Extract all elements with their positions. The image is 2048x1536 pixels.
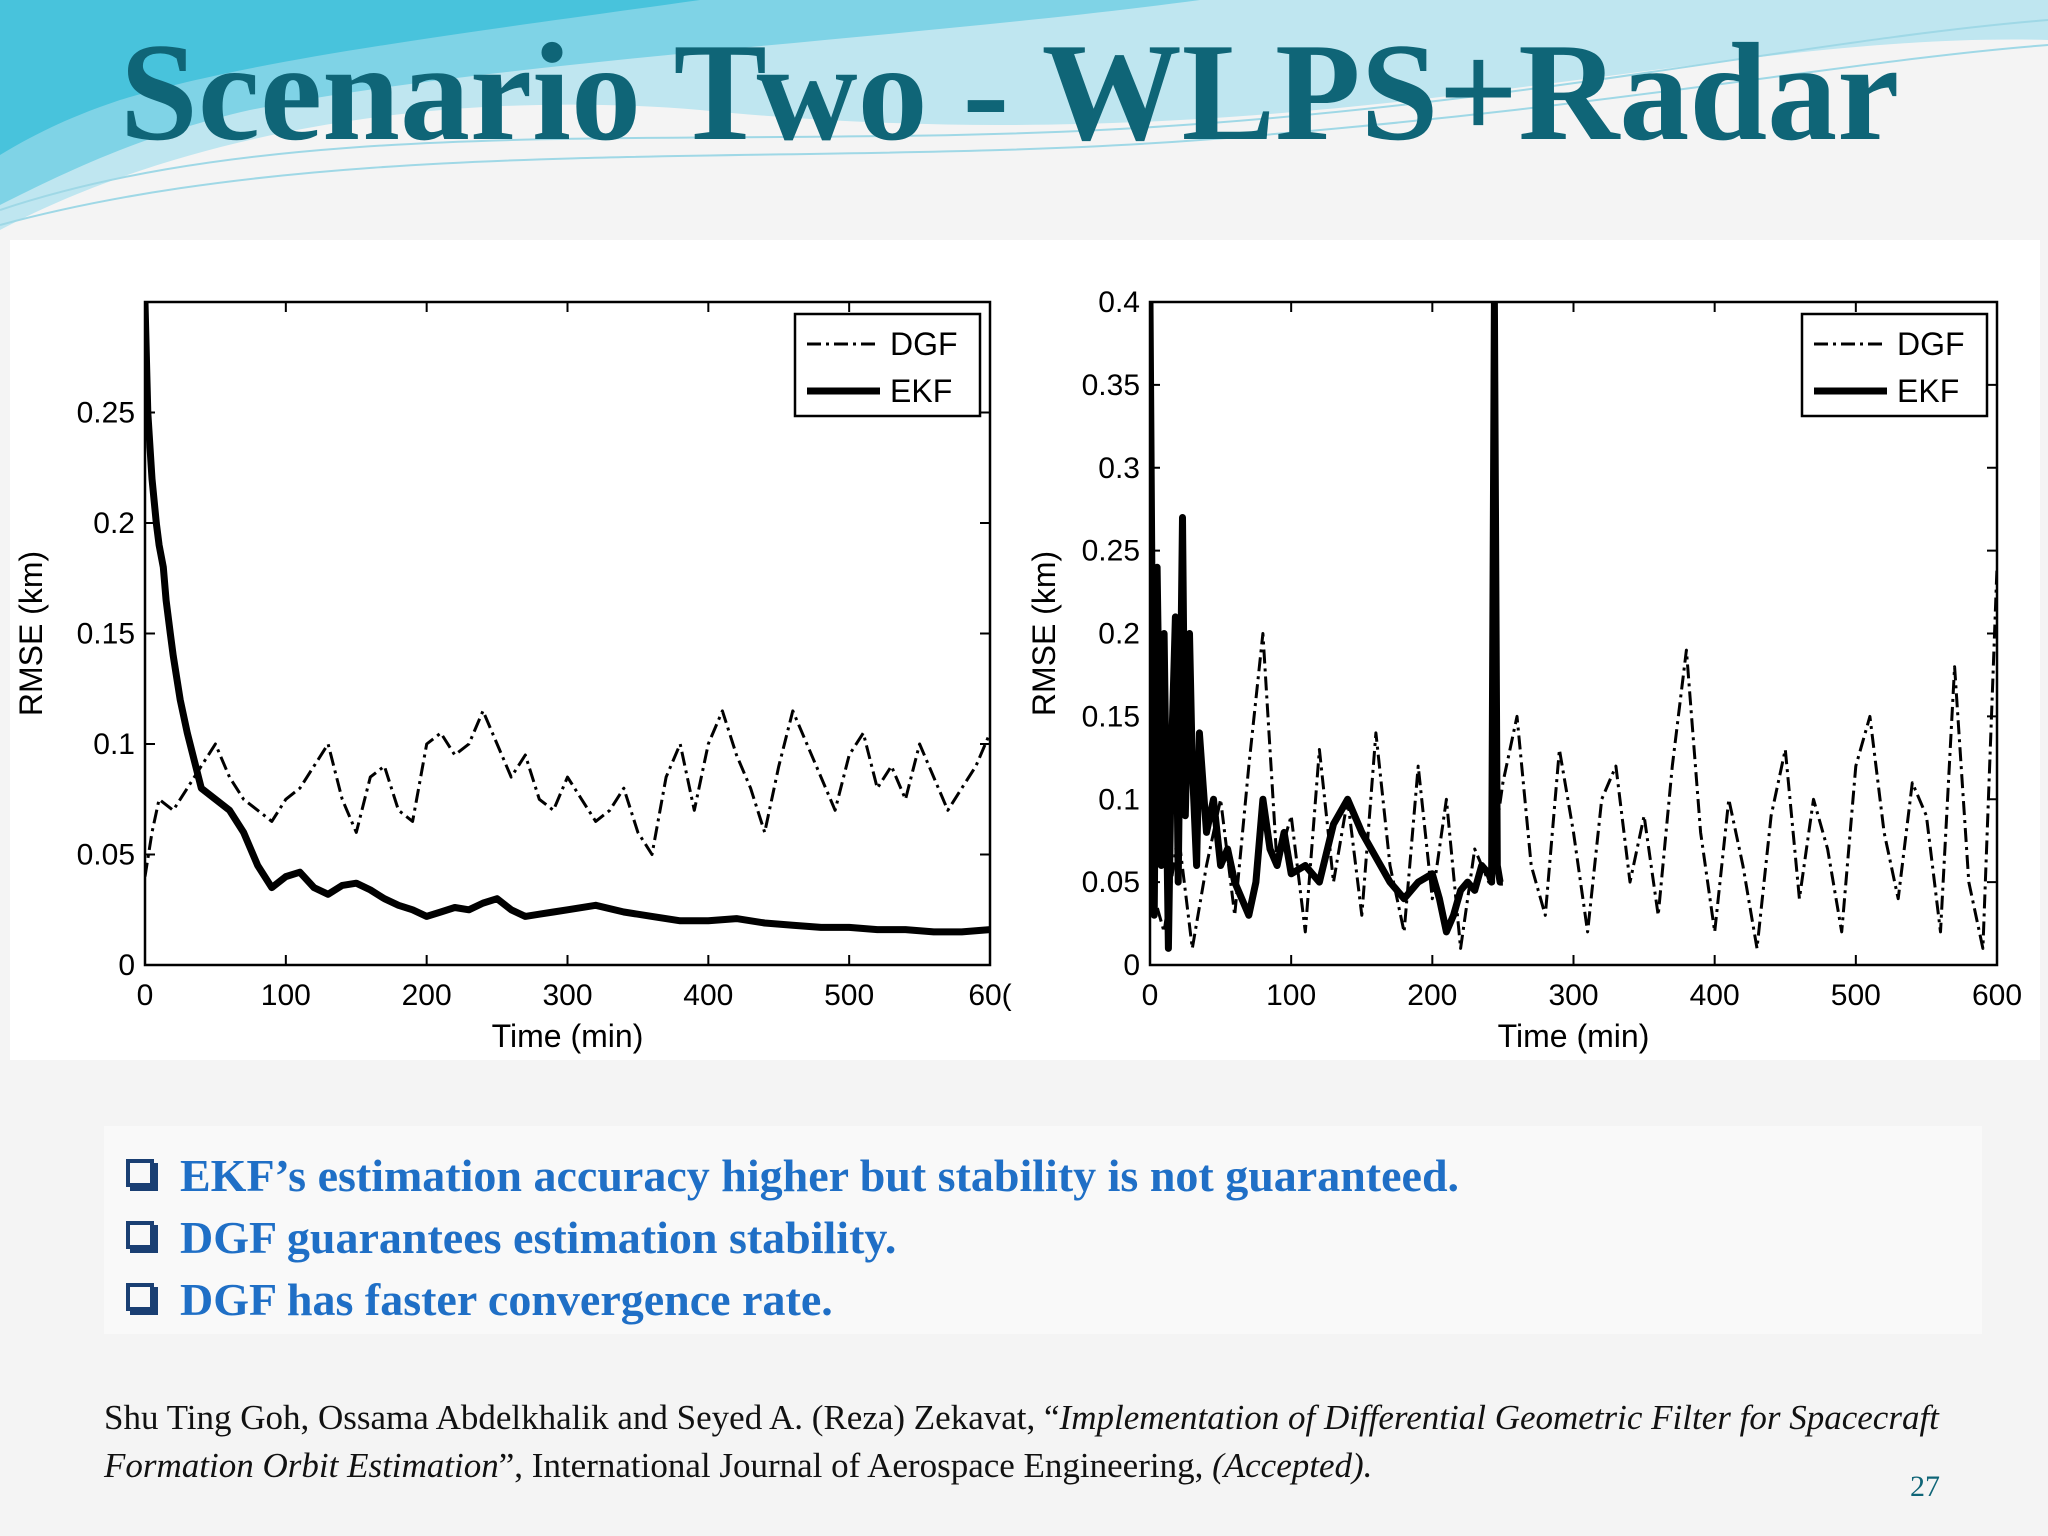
y-tick-label: 0.35 xyxy=(1082,369,1140,402)
y-tick-label: 0 xyxy=(118,949,135,982)
series-line-ekf xyxy=(145,302,990,936)
x-tick-label: 300 xyxy=(542,979,592,1012)
x-tick-label: 300 xyxy=(1548,979,1598,1012)
citation-status: (Accepted). xyxy=(1212,1446,1373,1485)
x-tick-label: 200 xyxy=(1407,979,1457,1012)
checkbox-bullet-icon xyxy=(126,1221,154,1249)
x-tick-label: 500 xyxy=(824,979,874,1012)
bullet-item: EKF’s estimation accuracy higher but sta… xyxy=(126,1148,1459,1204)
y-tick-label: 0.25 xyxy=(77,397,135,430)
citation-paper-title: Implementation of Differential Geometric… xyxy=(104,1398,1939,1485)
legend: DGF EKF xyxy=(793,312,982,418)
y-tick-label: 0.25 xyxy=(1082,535,1140,568)
legend-label-dgf: DGF xyxy=(890,326,958,362)
x-axis-label: Time (min) xyxy=(1498,1018,1650,1054)
y-axis-label: RMSE (km) xyxy=(1026,551,1062,716)
y-tick-label: 0.05 xyxy=(1082,866,1140,899)
y-tick-label: 0 xyxy=(1123,949,1140,982)
checkbox-bullet-icon xyxy=(126,1283,154,1311)
checkbox-bullet-icon xyxy=(126,1159,154,1187)
x-tick-label: 400 xyxy=(1690,979,1740,1012)
x-tick-label: 0 xyxy=(137,979,154,1012)
legend-label-ekf: EKF xyxy=(890,373,952,409)
x-tick-label: 400 xyxy=(683,979,733,1012)
x-tick-label: 500 xyxy=(1831,979,1881,1012)
slide-title: Scenario Two - WLPS+Radar xyxy=(120,15,1900,170)
x-tick-label: 0 xyxy=(1142,979,1159,1012)
y-tick-label: 0.2 xyxy=(93,507,135,540)
y-axis-label: RMSE (km) xyxy=(13,551,49,716)
citation-journal: ”, International Journal of Aerospace En… xyxy=(498,1446,1213,1485)
bullet-item: DGF guarantees estimation stability. xyxy=(126,1210,896,1266)
page-number: 27 xyxy=(1910,1470,1940,1503)
bullet-list: EKF’s estimation accuracy higher but sta… xyxy=(104,1126,1982,1334)
series-line-dgf xyxy=(145,709,990,877)
rmse-chart-right: 0 100 200 300 400 500 600 0 0.05 0.1 0.15 0.2 0.25 0.… xyxy=(1026,286,2022,1054)
bullet-text: DGF has faster convergence rate. xyxy=(180,1274,833,1325)
x-tick-label: 600 xyxy=(1972,979,2022,1012)
y-tick-label: 0.4 xyxy=(1098,286,1140,319)
citation-authors: Shu Ting Goh, Ossama Abdelkhalik and Sey… xyxy=(104,1398,1060,1437)
y-tick-label: 0.15 xyxy=(77,618,135,651)
bullet-item: DGF has faster convergence rate. xyxy=(126,1272,833,1328)
y-tick-label: 0.1 xyxy=(1098,783,1140,816)
y-tick-label: 0.2 xyxy=(1098,618,1140,651)
y-tick-label: 0.3 xyxy=(1098,452,1140,485)
series-line-dgf xyxy=(1150,567,1997,950)
legend-box xyxy=(1800,312,1989,418)
citation: Shu Ting Goh, Ossama Abdelkhalik and Sey… xyxy=(104,1394,2004,1490)
series-line-ekf xyxy=(1150,302,1504,952)
x-tick-label: 100 xyxy=(1266,979,1316,1012)
x-tick-label: 60( xyxy=(968,979,1011,1012)
x-axis-label: Time (min) xyxy=(492,1018,644,1054)
header-wave-decoration xyxy=(0,0,2048,230)
legend-label-dgf: DGF xyxy=(1897,326,1965,362)
y-tick-label: 0.05 xyxy=(77,839,135,872)
y-tick-label: 0.15 xyxy=(1082,700,1140,733)
bullet-text: EKF’s estimation accuracy higher but sta… xyxy=(180,1150,1460,1201)
legend: DGF EKF xyxy=(1800,312,1989,418)
y-tick-label: 0.1 xyxy=(93,728,135,761)
chart-panel-left: 0 100 200 300 400 500 60( 0 0.05 0.1 0.15 0.2 0.25 Ti… xyxy=(10,240,1020,1060)
chart-panel-right: 0 100 200 300 400 500 600 0 0.05 0.1 0.15 0.2 0.25 0.… xyxy=(1020,240,2040,1060)
x-tick-label: 200 xyxy=(402,979,452,1012)
legend-box xyxy=(793,312,982,418)
rmse-chart-left: 0 100 200 300 400 500 60( 0 0.05 0.1 0.15 0.2 0.25 Ti… xyxy=(13,300,1012,1054)
legend-label-ekf: EKF xyxy=(1897,373,1959,409)
x-tick-label: 100 xyxy=(261,979,311,1012)
bullet-text: DGF guarantees estimation stability. xyxy=(180,1212,897,1263)
